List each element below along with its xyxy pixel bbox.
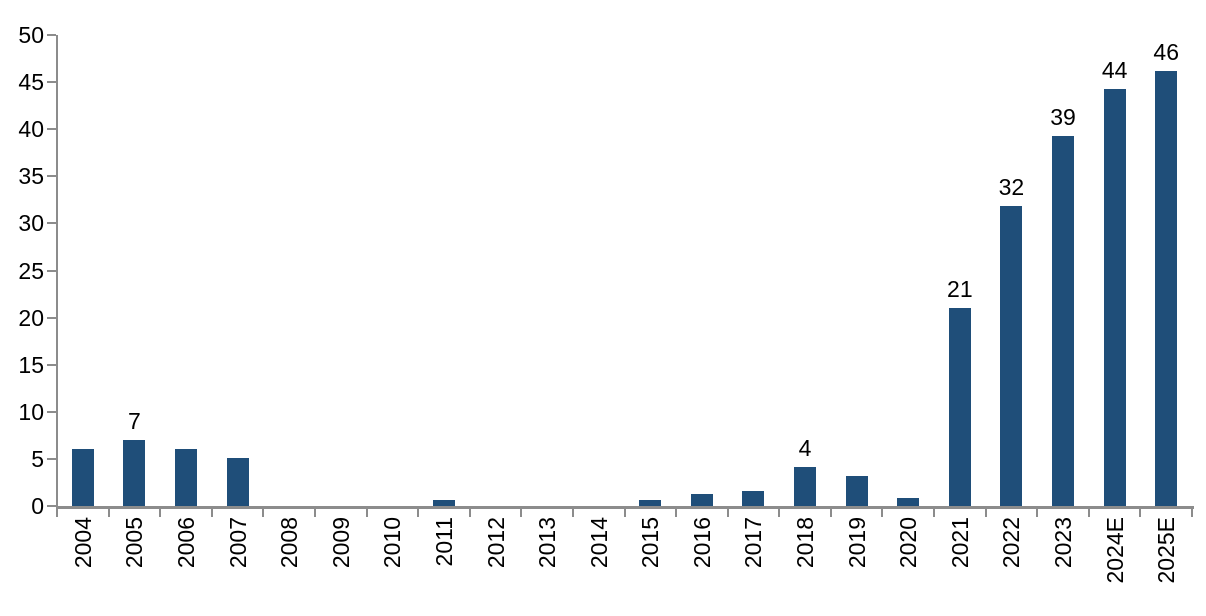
x-axis-tick bbox=[159, 509, 162, 517]
y-axis-tick bbox=[47, 222, 56, 225]
x-axis-tick bbox=[778, 509, 781, 517]
x-axis-tick bbox=[1087, 509, 1090, 517]
x-axis-tick bbox=[881, 509, 884, 517]
x-axis-label: 2013 bbox=[534, 517, 561, 569]
y-axis-tick bbox=[47, 175, 56, 178]
x-axis-label: 2019 bbox=[843, 517, 870, 569]
bar bbox=[1052, 136, 1075, 506]
y-axis-label: 35 bbox=[18, 163, 44, 190]
x-axis-label: 2010 bbox=[379, 517, 406, 569]
bar bbox=[1155, 71, 1178, 506]
x-axis-tick bbox=[365, 509, 368, 517]
bar-value-label: 4 bbox=[798, 435, 812, 461]
x-axis-label: 2005 bbox=[121, 517, 148, 569]
x-axis-label: 2017 bbox=[740, 517, 767, 569]
x-axis-tick bbox=[933, 509, 936, 517]
bar bbox=[1103, 89, 1126, 506]
bar-value-label: 46 bbox=[1153, 39, 1179, 65]
x-axis-tick bbox=[417, 509, 420, 517]
bar-value-label: 44 bbox=[1101, 57, 1128, 83]
y-axis-tick bbox=[47, 505, 56, 507]
y-axis-tick bbox=[47, 269, 56, 272]
y-axis-tick bbox=[47, 316, 56, 319]
x-axis-label: 2009 bbox=[327, 517, 354, 569]
x-axis-tick bbox=[571, 509, 574, 517]
x-axis-tick bbox=[56, 509, 58, 517]
bar bbox=[794, 467, 817, 506]
bar bbox=[690, 494, 713, 506]
x-axis-tick bbox=[107, 509, 110, 517]
bar bbox=[948, 308, 971, 506]
x-axis-tick bbox=[623, 509, 626, 517]
y-axis-label: 25 bbox=[18, 257, 44, 284]
y-axis-tick bbox=[47, 128, 56, 131]
x-axis-tick bbox=[829, 509, 832, 517]
y-axis-tick bbox=[47, 410, 56, 413]
y-axis-tick bbox=[47, 363, 56, 366]
bar bbox=[123, 440, 146, 506]
x-axis-tick bbox=[262, 509, 265, 517]
x-axis-label: 2015 bbox=[637, 517, 664, 569]
bar bbox=[226, 458, 249, 506]
bar bbox=[1000, 206, 1023, 506]
x-axis-label: 2006 bbox=[172, 517, 199, 569]
y-axis-label: 30 bbox=[18, 210, 44, 237]
y-axis-tick bbox=[47, 34, 56, 36]
bar bbox=[897, 498, 920, 506]
y-axis-line bbox=[56, 35, 58, 517]
x-axis-tick bbox=[468, 509, 471, 517]
x-axis-label: 2004 bbox=[69, 517, 96, 569]
y-axis-label: 50 bbox=[18, 22, 44, 48]
x-axis-tick bbox=[210, 509, 213, 517]
x-axis-label: 2018 bbox=[792, 517, 819, 569]
x-axis-tick bbox=[1191, 509, 1193, 517]
x-axis-label: 2025E bbox=[1153, 517, 1180, 584]
y-axis-label: 20 bbox=[18, 304, 44, 331]
y-axis-label: 15 bbox=[18, 351, 44, 378]
x-axis-label: 2023 bbox=[1050, 517, 1077, 569]
y-axis-label: 40 bbox=[18, 116, 44, 143]
x-axis-tick bbox=[675, 509, 678, 517]
x-axis-tick bbox=[726, 509, 729, 517]
bar bbox=[845, 476, 868, 506]
x-axis-label: 2020 bbox=[895, 517, 922, 569]
y-axis-label: 0 bbox=[31, 493, 44, 519]
bar-value-label: 21 bbox=[947, 276, 973, 302]
x-axis-label: 2016 bbox=[688, 517, 715, 569]
x-axis-tick bbox=[984, 509, 987, 517]
y-axis-label: 5 bbox=[31, 445, 44, 472]
y-axis-tick bbox=[47, 81, 56, 84]
bar bbox=[432, 500, 455, 506]
x-axis-tick bbox=[313, 509, 316, 517]
x-axis-label: 2014 bbox=[585, 517, 612, 569]
bar-value-label: 39 bbox=[1050, 104, 1076, 130]
x-axis-tick bbox=[1036, 509, 1039, 517]
x-axis-label: 2007 bbox=[224, 517, 251, 569]
y-axis-label: 10 bbox=[18, 398, 44, 425]
bar bbox=[639, 500, 662, 506]
x-axis-label: 2011 bbox=[430, 517, 457, 567]
x-axis-tick bbox=[520, 509, 523, 517]
bar-value-label: 7 bbox=[127, 408, 141, 434]
bar bbox=[71, 449, 94, 506]
x-axis-label: 2008 bbox=[276, 517, 303, 569]
y-axis-tick bbox=[47, 457, 56, 460]
y-axis-label: 45 bbox=[18, 69, 44, 96]
bar bbox=[742, 491, 765, 506]
x-axis-label: 2024E bbox=[1101, 517, 1128, 584]
x-axis-tick bbox=[1139, 509, 1142, 517]
x-axis-label: 2021 bbox=[946, 517, 973, 569]
x-axis-line bbox=[57, 506, 1194, 509]
x-axis-label: 2012 bbox=[482, 517, 509, 569]
bar-value-label: 32 bbox=[998, 174, 1025, 200]
bar bbox=[174, 449, 197, 506]
x-axis-label: 2022 bbox=[998, 517, 1025, 569]
